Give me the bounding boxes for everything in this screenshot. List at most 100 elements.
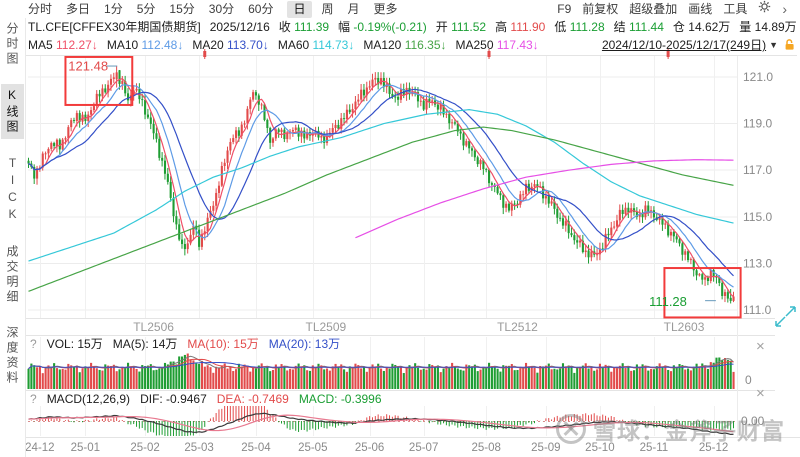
period-tab-日[interactable]: 日 bbox=[287, 0, 312, 18]
price-axis: 121.0 119.0 117.0 115.0 113.0 111.0 bbox=[743, 70, 773, 317]
macd-pane bbox=[28, 406, 737, 436]
tool-button-工具[interactable]: 工具 bbox=[723, 1, 748, 16]
date-range-text[interactable]: 2024/12/10-2025/12/17(249日) bbox=[601, 38, 767, 52]
settle-field: 结 111.44 bbox=[613, 20, 664, 34]
period-tab-15分[interactable]: 15分 bbox=[169, 1, 195, 16]
volume-legend: ? VOL: 15万 MA(5): 14万 MA(10): 15万 MA(20)… bbox=[30, 336, 350, 352]
volume-ma5: MA(5): 14万 bbox=[112, 337, 178, 351]
svg-text:25-12: 25-12 bbox=[699, 442, 728, 454]
contract-labels: TL2506 TL2509 TL2512 TL2603 bbox=[133, 320, 704, 334]
svg-text:25-05: 25-05 bbox=[298, 442, 327, 454]
svg-text:25-09: 25-09 bbox=[531, 442, 560, 454]
alert-markers bbox=[203, 49, 670, 59]
tool-button-F9[interactable]: F9 bbox=[557, 1, 572, 16]
svg-text:25-11: 25-11 bbox=[640, 442, 669, 454]
svg-text:111.0: 111.0 bbox=[743, 303, 772, 317]
period-tab-30分[interactable]: 30分 bbox=[208, 1, 235, 16]
macd-axis: 0.00 bbox=[741, 414, 765, 428]
volume-bars bbox=[27, 353, 735, 389]
macd-value: MACD: -0.3996 bbox=[298, 391, 382, 406]
svg-text:111.28: 111.28 bbox=[649, 294, 687, 309]
svg-text:24-12: 24-12 bbox=[25, 442, 54, 454]
ma-legend-MA60: MA60 114.73↓ bbox=[277, 37, 355, 52]
sidebar-item-K线图[interactable]: K线图 bbox=[1, 84, 24, 139]
symbol-name[interactable]: TL.CFE[CFFEX30年期国债期货] bbox=[28, 20, 201, 34]
volume-ma20: MA(20): 13万 bbox=[268, 337, 341, 351]
ma-legend-MA10: MA10 112.48↓ bbox=[106, 37, 184, 52]
trade-date: 2025/12/16 bbox=[209, 19, 270, 34]
left-nav-sidebar: 分时图 K线图 TICK 成交明细深度资料 bbox=[0, 18, 26, 457]
svg-text:25-02: 25-02 bbox=[130, 442, 159, 454]
volume-value: VOL: 15万 bbox=[46, 337, 103, 351]
ma-legend-MA120: MA120 116.35↓ bbox=[363, 37, 447, 52]
period-tab-5分[interactable]: 5分 bbox=[136, 1, 156, 16]
month-axis: 24-12 25-01 25-02 25-03 25-04 25-05 25-06 25-07… bbox=[25, 442, 728, 454]
annotation-high-box: 121.48 bbox=[64, 55, 134, 106]
high-field: 高 111.90 bbox=[495, 20, 546, 34]
svg-text:117.0: 117.0 bbox=[743, 163, 772, 177]
svg-text:TL2603: TL2603 bbox=[664, 320, 705, 334]
period-tab-1分[interactable]: 1分 bbox=[104, 1, 123, 16]
date-range-selector[interactable]: 2024/12/10-2025/12/17(249日) ▼ bbox=[602, 36, 796, 53]
help-icon[interactable]: ? bbox=[30, 336, 37, 351]
low-field: 低 111.28 bbox=[554, 20, 605, 34]
svg-text:TL2509: TL2509 bbox=[305, 320, 346, 334]
period-toolbar: 分时 多日 1分 5分 15分 30分 60分日周月更多 F9 前复权 超级叠加 画线 工具 › bbox=[28, 0, 798, 18]
annotation-low-box: 111.28 bbox=[649, 267, 742, 319]
volume-ma-lines bbox=[28, 355, 734, 370]
period-tab-分时[interactable]: 分时 bbox=[28, 1, 53, 16]
tool-button-超级叠加[interactable]: 超级叠加 bbox=[629, 1, 678, 16]
quote-info-bar: TL.CFE[CFFEX30年期国债期货] 2025/12/16 收 111.3… bbox=[28, 17, 800, 36]
svg-text:0.00: 0.00 bbox=[741, 414, 765, 428]
svg-text:25-01: 25-01 bbox=[71, 442, 100, 454]
help-icon[interactable]: ? bbox=[30, 391, 37, 406]
macd-dea: DEA: -0.7469 bbox=[216, 391, 289, 406]
svg-text:25-10: 25-10 bbox=[585, 442, 614, 454]
sidebar-item-分时图[interactable]: 分时图 bbox=[5, 22, 19, 67]
period-tab-多日[interactable]: 多日 bbox=[66, 1, 91, 16]
ma-legend-MA250: MA250 117.43↓ bbox=[455, 37, 539, 52]
open-interest-field: 仓 14.62万 bbox=[672, 20, 731, 34]
period-tab-更多[interactable]: 更多 bbox=[373, 1, 398, 16]
chevron-down-icon[interactable]: ▼ bbox=[769, 39, 778, 50]
svg-text:0: 0 bbox=[745, 373, 752, 387]
settings-gear-icon[interactable] bbox=[758, 0, 771, 18]
tool-button-前复权[interactable]: 前复权 bbox=[582, 1, 619, 16]
unlock-icon[interactable] bbox=[783, 38, 796, 51]
svg-text:25-08: 25-08 bbox=[471, 442, 500, 454]
macd-legend: ? MACD(12,26,9) DIF: -0.9467 DEA: -0.746… bbox=[30, 391, 392, 406]
sidebar-item-TICK[interactable]: TICK bbox=[5, 156, 20, 224]
ma-lines bbox=[28, 78, 734, 298]
sidebar-item-深度资料[interactable]: 深度资料 bbox=[5, 326, 19, 386]
ma-legend-bar: MA5 112.27↓ MA10 112.48↓ MA20 113.70↓ MA60 … bbox=[28, 35, 796, 54]
svg-text:25-04: 25-04 bbox=[241, 442, 271, 454]
svg-text:113.0: 113.0 bbox=[743, 256, 772, 270]
svg-text:25-03: 25-03 bbox=[184, 442, 213, 454]
tool-button-画线[interactable]: 画线 bbox=[688, 1, 713, 16]
period-tab-60分[interactable]: 60分 bbox=[248, 1, 274, 16]
volume-field: 量 14.89万 bbox=[739, 20, 797, 34]
sidebar-item-成交明细[interactable]: 成交明细 bbox=[5, 245, 19, 305]
period-tab-周[interactable]: 周 bbox=[321, 1, 334, 16]
open-field: 开 111.52 bbox=[435, 20, 487, 34]
ma-legend-MA20: MA20 113.70↓ bbox=[192, 37, 269, 52]
ma-values: MA5 112.27↓ MA10 112.48↓ MA20 113.70↓ MA60 … bbox=[28, 38, 548, 52]
tool-buttons: F9 前复权 超级叠加 画线 工具 bbox=[557, 1, 758, 18]
close-field: 收 111.39 bbox=[278, 20, 330, 34]
close-volume-pane-icon[interactable]: × bbox=[756, 338, 765, 355]
period-tab-月[interactable]: 月 bbox=[347, 1, 360, 16]
volume-axis: 0 bbox=[745, 373, 752, 387]
svg-text:25-06: 25-06 bbox=[355, 442, 384, 454]
svg-text:121.0: 121.0 bbox=[743, 70, 773, 84]
ma-legend-MA5: MA5 112.27↓ bbox=[28, 37, 98, 52]
svg-text:119.0: 119.0 bbox=[743, 117, 772, 131]
svg-text:TL2512: TL2512 bbox=[497, 320, 538, 334]
expand-chart-icon[interactable] bbox=[775, 306, 796, 327]
chevron-right-icon[interactable]: › bbox=[782, 0, 787, 17]
toolbar-right: F9 前复权 超级叠加 画线 工具 › bbox=[557, 0, 798, 18]
svg-text:121.48: 121.48 bbox=[68, 58, 108, 73]
close-macd-pane-icon[interactable]: × bbox=[756, 385, 765, 402]
volume-ma10: MA(10): 15万 bbox=[187, 337, 259, 351]
